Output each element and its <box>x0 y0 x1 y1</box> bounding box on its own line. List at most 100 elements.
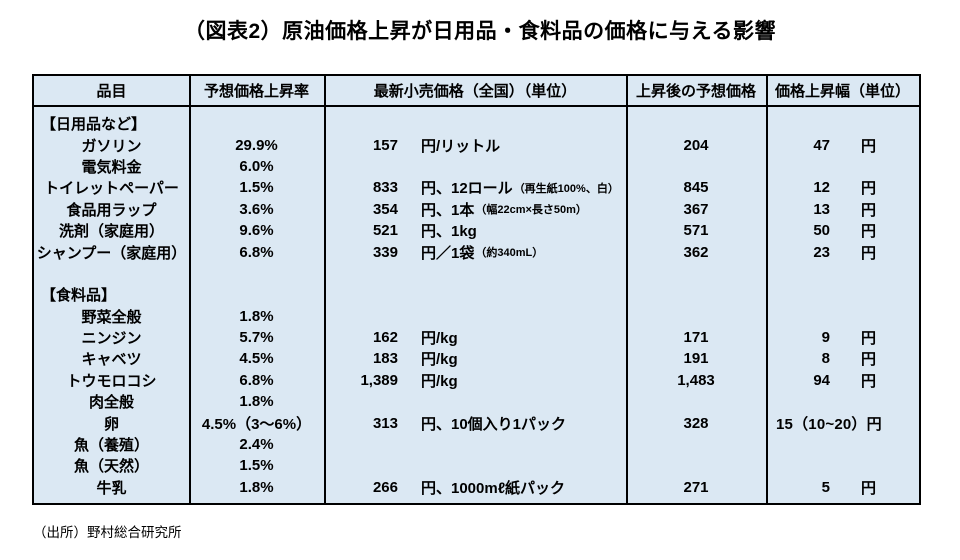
rate-value: 1.8% <box>239 307 274 325</box>
retail-price-cell <box>324 306 626 327</box>
item-name: 食品用ラップ <box>66 201 157 219</box>
increase-amount: 12 <box>813 179 830 197</box>
retail-price-cell: 313 円、10個入り1パック <box>324 412 626 433</box>
rate-value <box>189 263 324 284</box>
item-name: 卵 <box>103 415 119 433</box>
price-unit: 円、10個入り1パック <box>421 415 567 433</box>
increase-unit: 円 <box>861 180 877 198</box>
item-row: ガソリン 29.9% 157 円/リットル 204 47 円 <box>34 134 919 155</box>
item-name: ガソリン <box>81 137 142 155</box>
increase-amount-cell: 94 円 <box>766 370 919 391</box>
increase-amount-cell <box>766 263 919 284</box>
retail-price: 1,389 <box>360 371 398 389</box>
retail-price-cell <box>324 156 626 177</box>
page-title: （図表2）原油価格上昇が日用品・食料品の価格に与える影響 <box>183 20 777 43</box>
item-row: シャンプー（家庭用） 6.8% 339 円／1袋 （約340mL） 362 23 円 <box>34 241 919 262</box>
item-row: トイレットペーパー 1.5% 833 円、12ロール （再生紙100%、白） 845 12 円 <box>34 177 919 198</box>
predicted-price: 328 <box>683 414 709 432</box>
rate-value <box>189 284 324 305</box>
price-unit: 円/kg <box>421 372 458 390</box>
increase-amount: 9 <box>821 329 830 347</box>
item-row: 牛乳 1.8% 266 円、1000mℓ紙パック 271 5 円 <box>34 477 919 498</box>
retail-price-cell <box>324 434 626 455</box>
retail-price: 162 <box>372 329 398 347</box>
column-divider <box>626 76 628 503</box>
predicted-price <box>626 156 766 177</box>
retail-price: 833 <box>372 179 398 197</box>
item-row: 魚（養殖） 2.4% <box>34 434 919 455</box>
increase-amount: 13 <box>813 200 830 218</box>
predicted-price: 571 <box>683 222 709 240</box>
increase-amount-cell <box>766 434 919 455</box>
price-impact-table: 品目 予想価格上昇率 最新小売価格（全国）（単位） 上昇後の予想価格 価格上昇幅（単位）… <box>32 74 921 505</box>
item-row: ニンジン 5.7% 162 円/kg 171 9 円 <box>34 327 919 348</box>
predicted-price: 1,483 <box>677 371 715 389</box>
rate-value: 4.5% <box>239 350 274 368</box>
header-divider <box>34 105 919 107</box>
predicted-price: 367 <box>683 200 709 218</box>
retail-price-cell <box>324 455 626 476</box>
rate-value: 6.8% <box>239 371 274 389</box>
table-header-row: 品目 予想価格上昇率 最新小売価格（全国）（単位） 上昇後の予想価格 価格上昇幅（単位） <box>34 76 919 105</box>
column-header: 上昇後の予想価格 <box>635 83 756 100</box>
item-name: 肉全般 <box>88 394 134 412</box>
increase-unit: 円 <box>861 479 877 497</box>
unit-note: （幅22cm×長さ50m） <box>475 204 587 217</box>
increase-amount-cell: 13 円 <box>766 199 919 220</box>
retail-price: 157 <box>372 136 398 154</box>
item-row: 野菜全般 1.8% <box>34 306 919 327</box>
item-name: シャンプー（家庭用） <box>36 244 187 262</box>
retail-price-cell <box>324 263 626 284</box>
retail-price: 339 <box>372 243 398 261</box>
retail-price-cell <box>324 113 626 134</box>
retail-price-cell: 833 円、12ロール （再生紙100%、白） <box>324 177 626 198</box>
increase-amount: 47 <box>813 136 830 154</box>
retail-price-cell: 157 円/リットル <box>324 134 626 155</box>
column-divider <box>324 76 326 503</box>
price-unit: 円、1本 <box>421 201 475 219</box>
item-name: 電気料金 <box>81 158 142 176</box>
predicted-price: 845 <box>683 179 709 197</box>
item-name: キャベツ <box>81 351 142 369</box>
increase-amount-cell: 23 円 <box>766 241 919 262</box>
predicted-price <box>626 434 766 455</box>
predicted-price: 362 <box>683 243 709 261</box>
increase-amount-range: 15（10~20）円 <box>776 415 882 433</box>
section-row: 【食料品】 <box>34 284 919 305</box>
item-name: トウモロコシ <box>66 372 157 390</box>
predicted-price <box>626 306 766 327</box>
price-unit: 円/kg <box>421 351 458 369</box>
increase-amount-cell: 47 円 <box>766 134 919 155</box>
source-note: （出所）野村総合研究所 <box>33 525 182 540</box>
unit-note: （約340mL） <box>475 247 544 260</box>
price-unit: 円/リットル <box>421 137 501 155</box>
item-name: トイレットペーパー <box>44 180 179 198</box>
item-name <box>34 263 189 284</box>
retail-price-cell <box>324 391 626 412</box>
increase-amount: 8 <box>821 350 830 368</box>
section-label: 【食料品】 <box>41 287 117 305</box>
retail-price-cell: 183 円/kg <box>324 348 626 369</box>
spacer-row <box>34 263 919 284</box>
predicted-price <box>626 391 766 412</box>
price-unit: 円/kg <box>421 330 458 348</box>
rate-value: 5.7% <box>239 329 274 347</box>
increase-amount: 94 <box>813 371 830 389</box>
retail-price-cell <box>324 284 626 305</box>
increase-amount-cell <box>766 391 919 412</box>
rate-value: 1.8% <box>239 393 274 411</box>
retail-price: 183 <box>372 350 398 368</box>
item-name: 魚（天然） <box>73 458 149 476</box>
predicted-price <box>626 263 766 284</box>
rate-value: 4.5%（3～6%） <box>201 415 312 433</box>
item-row: 電気料金 6.0% <box>34 156 919 177</box>
increase-unit: 円 <box>861 137 877 155</box>
item-row: キャベツ 4.5% 183 円/kg 191 8 円 <box>34 348 919 369</box>
predicted-price: 204 <box>683 136 709 154</box>
column-divider <box>189 76 191 503</box>
rate-value: 3.6% <box>239 200 274 218</box>
retail-price-cell: 521 円、1kg <box>324 220 626 241</box>
item-name: 野菜全般 <box>81 308 142 326</box>
